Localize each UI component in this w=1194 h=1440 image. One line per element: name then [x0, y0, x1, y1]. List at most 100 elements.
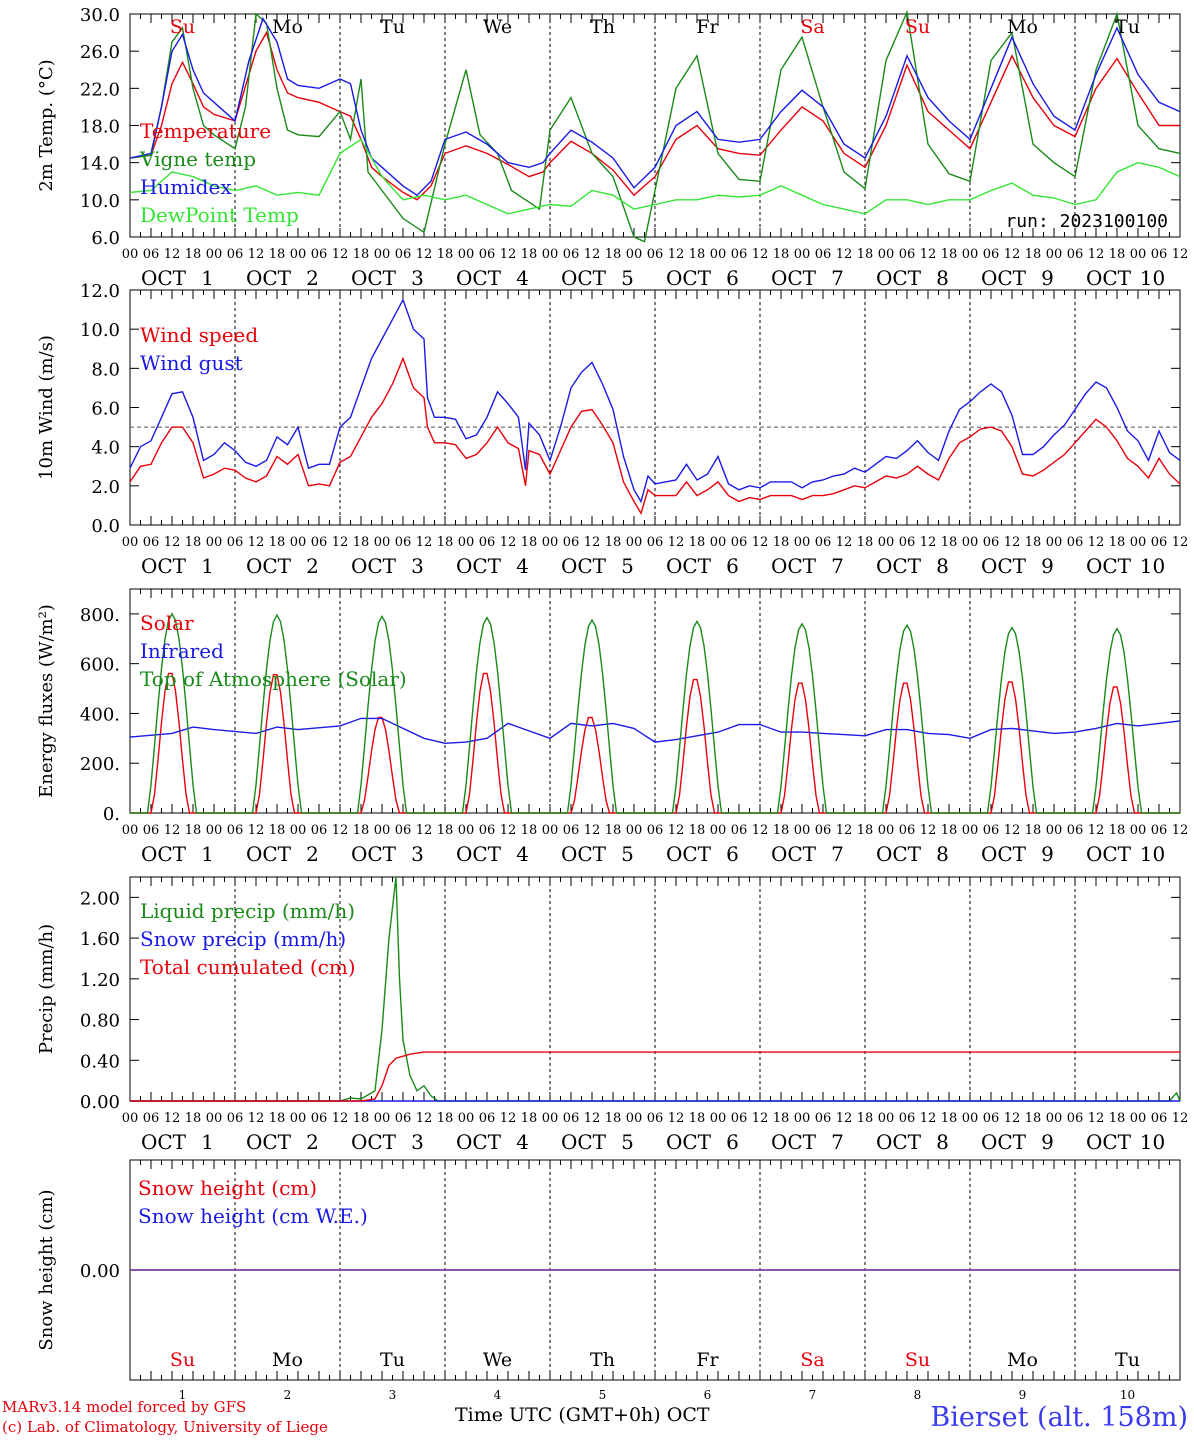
x-day-number: 4 — [516, 266, 529, 290]
x-hour-label: 12 — [1004, 247, 1021, 262]
x-hour-label: 06 — [1151, 247, 1168, 262]
day-name-label: Tu — [380, 1349, 405, 1371]
x-month-label: OCT — [981, 842, 1027, 866]
day-name-label: Th — [590, 1349, 615, 1371]
x-hour-label: 06 — [647, 535, 664, 550]
x-hour-label: 12 — [248, 823, 265, 838]
x-hour-label: 18 — [857, 823, 874, 838]
x-month-label: OCT — [141, 266, 187, 290]
x-axis-title-text: Time UTC (GMT+0h) — [455, 1404, 661, 1426]
x-hour-label: 00 — [122, 247, 139, 262]
x-hour-label: 06 — [395, 1111, 412, 1126]
x-day-number: 6 — [726, 266, 739, 290]
x-hour-label: 12 — [500, 1111, 517, 1126]
day-name-label: Mo — [272, 1349, 303, 1371]
x-hour-label: 18 — [605, 823, 622, 838]
x-hour-label: 12 — [332, 247, 349, 262]
x-month-label: OCT — [876, 266, 922, 290]
x-month-label: OCT — [456, 554, 502, 578]
series-line — [129, 16, 1181, 197]
x-hour-label: 00 — [794, 247, 811, 262]
x-month-label: OCT — [561, 554, 607, 578]
y-tick-label: 12.0 — [80, 281, 120, 302]
legend-entry: Temperature — [140, 119, 271, 143]
x-hour-label: 00 — [710, 247, 727, 262]
series-line — [129, 30, 1180, 201]
x-hour-label: 18 — [437, 823, 454, 838]
day-name-label: Su — [905, 1349, 930, 1371]
x-month-label: OCT — [351, 1130, 397, 1154]
bottom-day-number: 10 — [1120, 1388, 1135, 1402]
x-day-number: 10 — [1140, 842, 1165, 866]
x-hour-label: 06 — [395, 247, 412, 262]
x-hour-label: 18 — [1109, 247, 1126, 262]
bottom-day-number: 1 — [179, 1388, 187, 1402]
x-day-number: 3 — [411, 266, 424, 290]
x-month-label: OCT — [876, 1130, 922, 1154]
series-line — [129, 356, 1181, 516]
x-month-label: OCT — [246, 1130, 292, 1154]
series-line — [130, 612, 1180, 814]
x-hour-label: 06 — [1151, 823, 1168, 838]
x-hour-label: 00 — [626, 1111, 643, 1126]
legend-entry: Snow precip (mm/h) — [140, 927, 346, 951]
x-hour-label: 12 — [416, 1111, 433, 1126]
x-hour-label: 00 — [458, 823, 475, 838]
series-line — [130, 1051, 1180, 1102]
x-hour-label: 00 — [542, 1111, 559, 1126]
y-axis-label: 2m Temp. (°C) — [36, 59, 57, 191]
x-month-label: OCT — [141, 842, 187, 866]
x-hour-label: 00 — [794, 823, 811, 838]
y-tick-label: 0.00 — [80, 1261, 120, 1282]
x-hour-label: 18 — [269, 535, 286, 550]
x-hour-label: 06 — [731, 535, 748, 550]
x-hour-label: 12 — [164, 823, 181, 838]
x-hour-label: 12 — [584, 535, 601, 550]
x-hour-label: 06 — [647, 1111, 664, 1126]
x-day-number: 2 — [306, 266, 319, 290]
x-axis-title: Time UTC (GMT+0h) OCT — [455, 1404, 710, 1426]
x-hour-label: 00 — [290, 247, 307, 262]
x-hour-label: 18 — [1025, 247, 1042, 262]
x-month-label: OCT — [1086, 1130, 1132, 1154]
x-hour-label: 06 — [815, 823, 832, 838]
x-day-number: 7 — [831, 1130, 844, 1154]
x-hour-label: 06 — [311, 1111, 328, 1126]
y-tick-label: 200. — [80, 754, 120, 775]
x-day-number: 10 — [1140, 554, 1165, 578]
x-hour-label: 00 — [290, 823, 307, 838]
legend-entry: Solar — [140, 611, 194, 635]
bottom-day-number: 2 — [284, 1388, 292, 1402]
x-hour-label: 12 — [1088, 1111, 1105, 1126]
day-name-label: Tu — [1115, 16, 1140, 38]
x-hour-label: 00 — [962, 535, 979, 550]
x-hour-label: 00 — [374, 823, 391, 838]
y-tick-label: 26.0 — [80, 42, 120, 63]
x-hour-label: 12 — [1172, 247, 1189, 262]
x-hour-label: 12 — [248, 1111, 265, 1126]
y-tick-label: 400. — [80, 704, 120, 725]
x-hour-label: 06 — [395, 823, 412, 838]
x-month-label: OCT — [246, 842, 292, 866]
x-hour-label: 06 — [647, 247, 664, 262]
x-month-label: OCT — [771, 1130, 817, 1154]
legend-entry: Snow height (cm W.E.) — [138, 1204, 368, 1228]
x-hour-label: 12 — [164, 535, 181, 550]
x-month-label: OCT — [666, 842, 712, 866]
x-day-number: 8 — [936, 554, 949, 578]
legend-entry: Wind gust — [140, 351, 243, 375]
x-hour-label: 00 — [1130, 535, 1147, 550]
day-name-label: Mo — [1007, 1349, 1038, 1371]
x-hour-label: 06 — [1067, 1111, 1084, 1126]
y-tick-label: 6.0 — [91, 399, 120, 420]
x-month-label: OCT — [246, 266, 292, 290]
x-hour-label: 12 — [752, 1111, 769, 1126]
x-hour-label: 06 — [227, 535, 244, 550]
x-hour-label: 06 — [983, 823, 1000, 838]
y-tick-label: 2.00 — [80, 888, 120, 909]
legend-entry: Humidex — [140, 175, 232, 199]
x-hour-label: 00 — [374, 1111, 391, 1126]
x-hour-label: 18 — [857, 1111, 874, 1126]
x-day-number: 6 — [726, 554, 739, 578]
x-hour-label: 00 — [206, 1111, 223, 1126]
